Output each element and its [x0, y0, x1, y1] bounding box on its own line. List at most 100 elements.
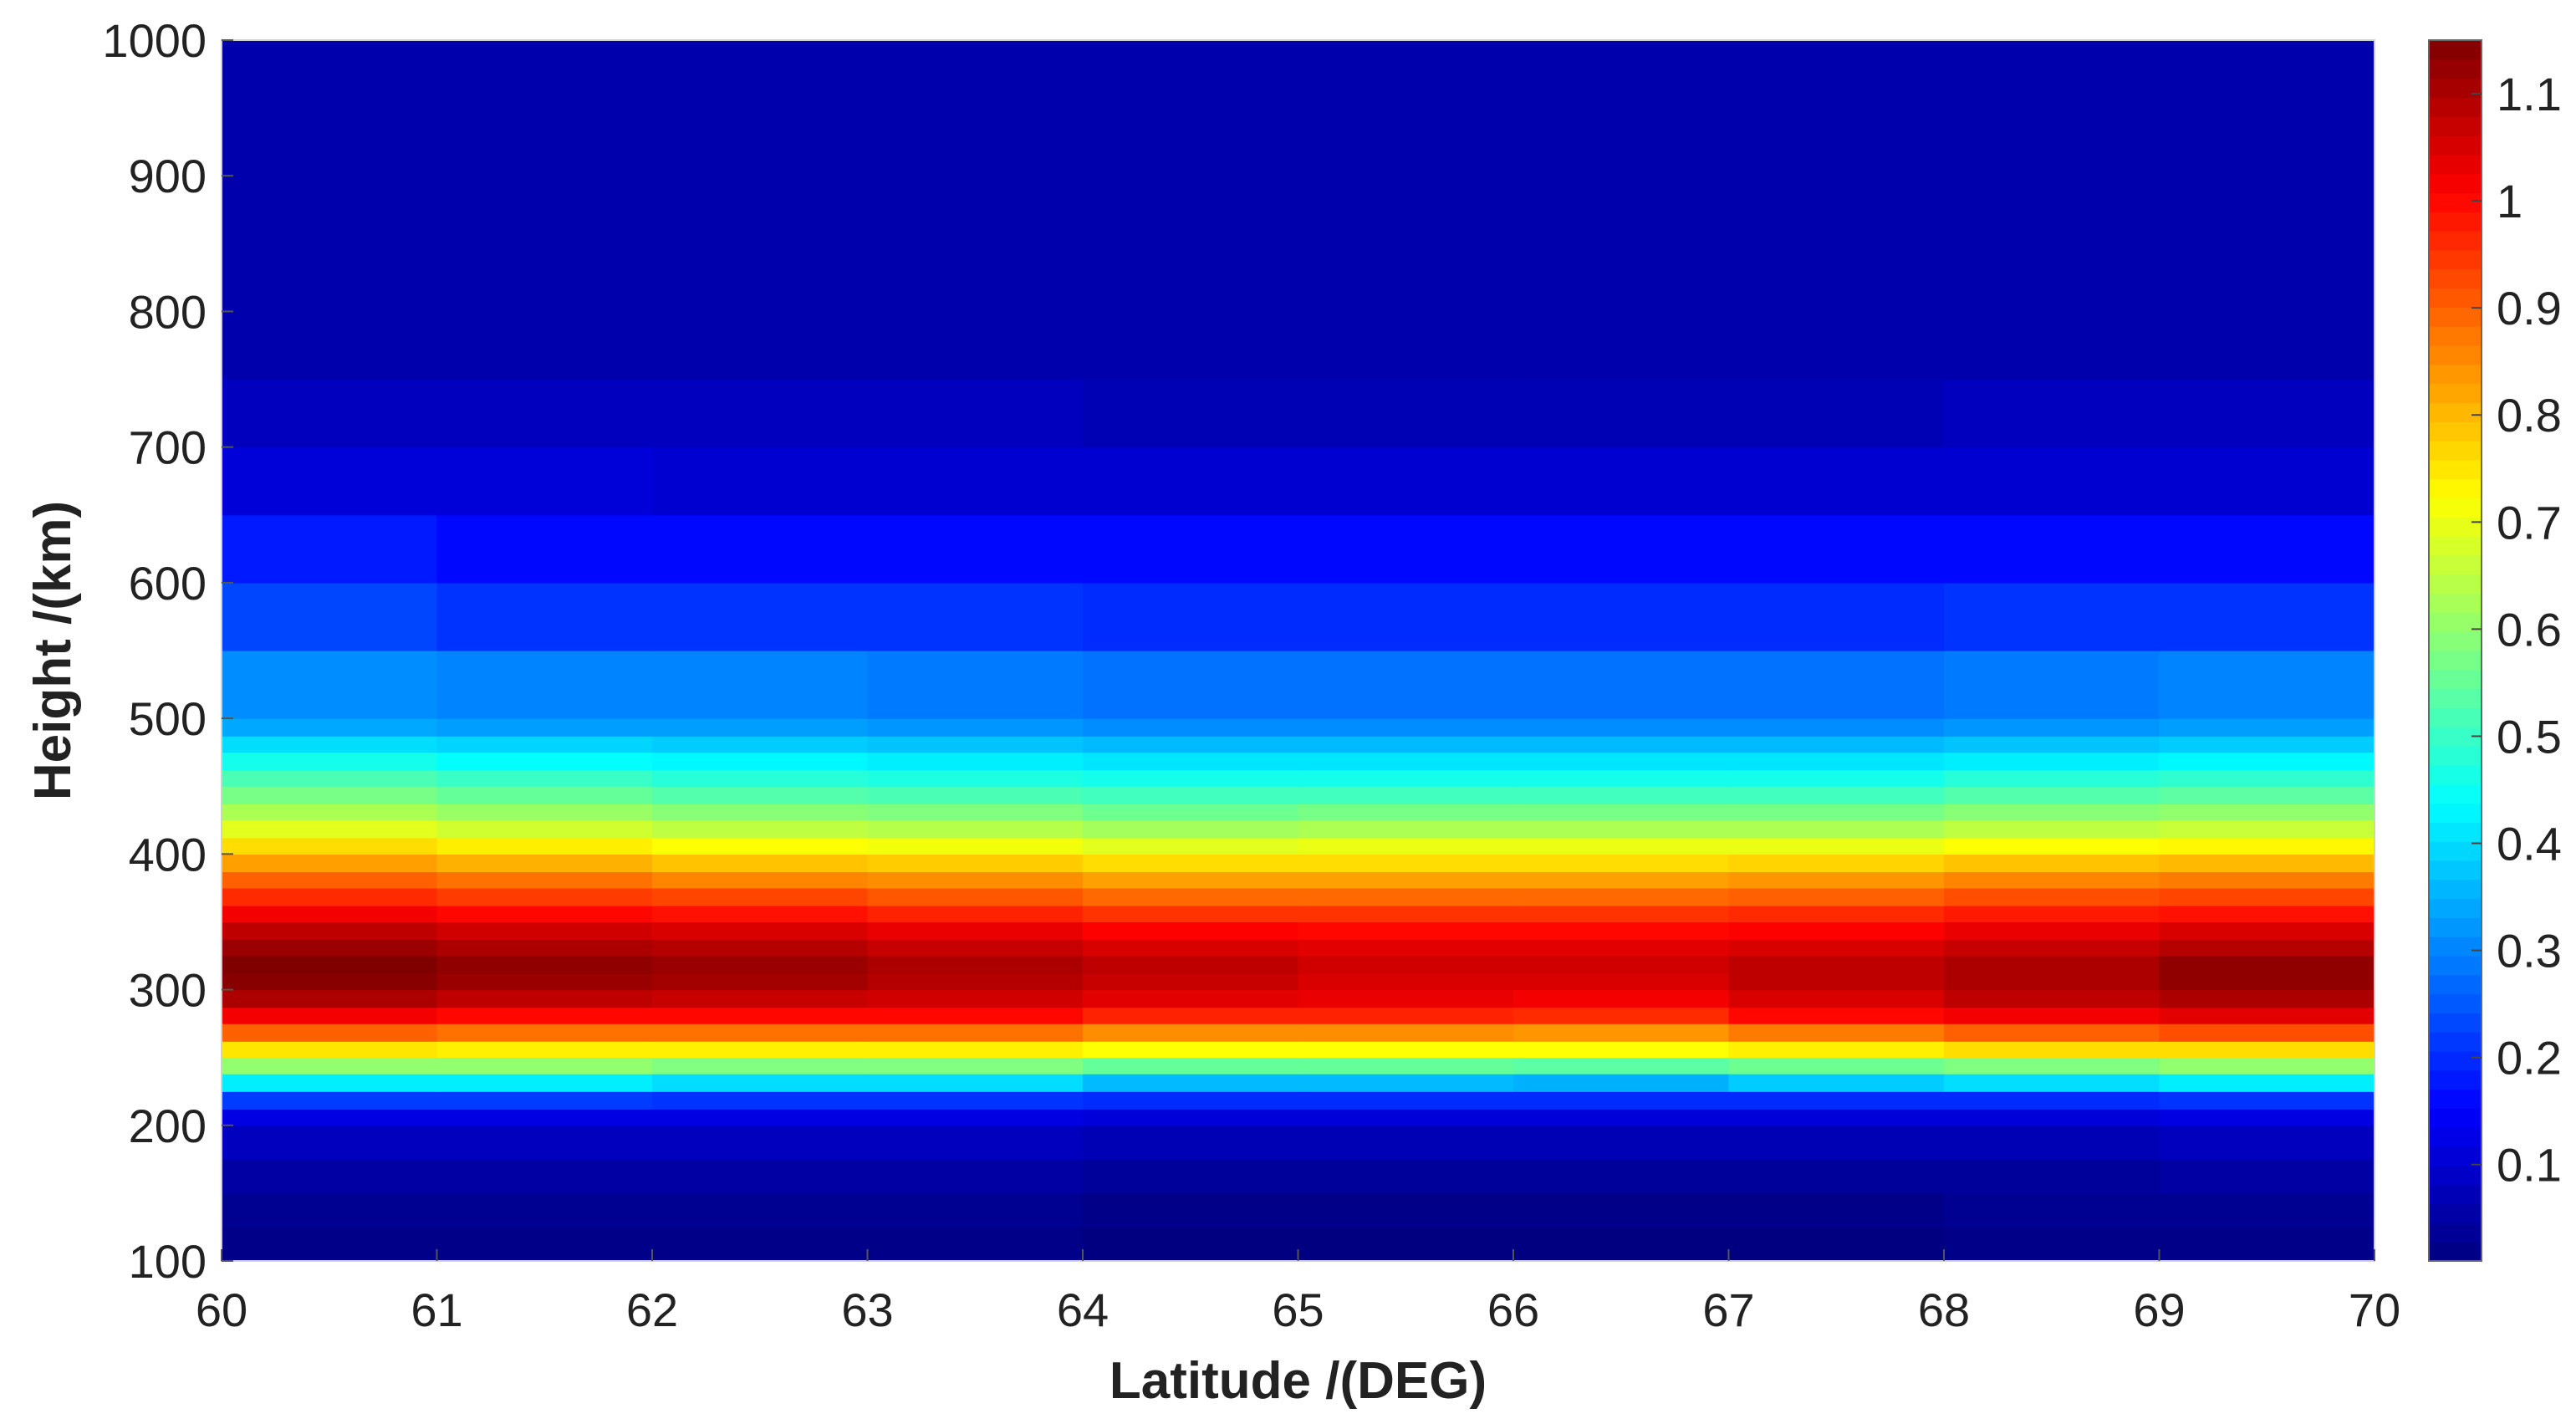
y-tick-label: 500 [129, 692, 207, 745]
heatmap-cell [1728, 989, 1945, 1008]
heatmap-cell [2159, 819, 2375, 839]
colorbar-swatch [2429, 783, 2482, 804]
heatmap-cell [1513, 1023, 1730, 1042]
colorbar-swatch [2429, 993, 2482, 1014]
colorbar-swatch [2429, 554, 2482, 575]
heatmap-cell [1298, 921, 1514, 941]
heatmap-cell [436, 718, 653, 737]
heatmap-cell [1513, 40, 1730, 380]
heatmap-cell [1298, 736, 1514, 753]
heatmap-cell [1298, 973, 1514, 991]
heatmap-cell [867, 514, 1084, 584]
heatmap-cell [867, 871, 1084, 889]
heatmap-cell [867, 956, 1084, 974]
heatmap-cell [1083, 514, 1299, 584]
heatmap-cell [436, 819, 653, 839]
heatmap-cell [867, 804, 1084, 821]
heatmap-cell [222, 819, 438, 839]
heatmap-cell [867, 837, 1084, 855]
colorbar-swatch [2429, 402, 2482, 422]
heatmap-cell [1298, 854, 1514, 873]
heatmap-cell [436, 956, 653, 974]
heatmap-cell [1513, 1057, 1730, 1074]
heatmap-cell [1944, 1159, 2160, 1194]
heatmap-cell [867, 736, 1084, 753]
heatmap-cell [867, 40, 1084, 380]
heatmap-cell [1513, 1192, 1730, 1228]
heatmap-cell [436, 1109, 653, 1126]
heatmap-cell [1083, 887, 1299, 906]
heatmap-cell [1083, 905, 1299, 923]
heatmap-cell [1083, 1109, 1299, 1126]
colorbar-swatch [2429, 1013, 2482, 1033]
heatmap-cell [222, 1227, 438, 1262]
heatmap-cell [436, 1159, 653, 1194]
heatmap-cell [867, 1007, 1084, 1024]
heatmap-cell [1298, 1125, 1514, 1160]
heatmap-cell [2159, 887, 2375, 906]
heatmap-cell [1298, 651, 1514, 719]
heatmap-cell [1298, 1159, 1514, 1194]
heatmap-cell [436, 1074, 653, 1092]
colorbar-swatch [2429, 956, 2482, 976]
heatmap-cell [1298, 819, 1514, 839]
heatmap-cell [1944, 989, 2160, 1008]
heatmap-cell [867, 1041, 1084, 1059]
heatmap-cell [222, 752, 438, 771]
heatmap-cell [436, 752, 653, 771]
colorbar-swatch [2429, 441, 2482, 461]
heatmap-cell [1944, 1041, 2160, 1059]
colorbar-swatch [2429, 1222, 2482, 1243]
heatmap-cell [1513, 989, 1730, 1008]
colorbar-swatch [2429, 1032, 2482, 1052]
y-tick-label: 1000 [102, 14, 207, 67]
heatmap-cell [222, 1109, 438, 1126]
heatmap-cell [2159, 582, 2375, 651]
heatmap-cell [222, 973, 438, 991]
heatmap-cell [436, 1125, 653, 1160]
heatmap-cell [1513, 939, 1730, 957]
heatmap-cell [1944, 582, 2160, 651]
heatmap-cell [867, 1057, 1084, 1074]
heatmap-cell [1513, 956, 1730, 974]
colorbar-swatch [2429, 478, 2482, 499]
colorbar-tick-label: 0.2 [2497, 1032, 2562, 1085]
colorbar-swatch [2429, 307, 2482, 327]
heatmap-cell [1298, 989, 1514, 1008]
heatmap-cell [1513, 769, 1730, 787]
heatmap-cell [1083, 1159, 1299, 1194]
colorbar-swatch [2429, 1203, 2482, 1223]
heatmap-cell [1083, 447, 1299, 516]
heatmap-cell [1083, 752, 1299, 771]
heatmap-cell [1728, 1159, 1945, 1194]
heatmap-cell [867, 1074, 1084, 1092]
colorbar-frame [2428, 39, 2482, 1262]
colorbar-swatch [2429, 116, 2482, 136]
heatmap-cell [436, 1057, 653, 1074]
colorbar-swatch [2429, 707, 2482, 727]
heatmap-cell [1298, 1074, 1514, 1092]
heatmap-cell [436, 837, 653, 855]
heatmap-cell [652, 804, 869, 821]
heatmap-cell [867, 1159, 1084, 1194]
colorbar-swatch [2429, 1051, 2482, 1071]
heatmap-cell [1728, 651, 1945, 719]
heatmap-cell [652, 1091, 869, 1110]
heatmap-cell [1513, 582, 1730, 651]
x-axis-ticks: 60 61 62 63 64 65 66 67 68 69 70 [196, 1249, 2400, 1336]
heatmap-cell [222, 1007, 438, 1024]
heatmap-cell [652, 989, 869, 1008]
colorbar-swatch [2429, 1089, 2482, 1110]
heatmap-cell [222, 871, 438, 889]
heatmap-cell [1944, 514, 2160, 584]
heatmap-cell [222, 1192, 438, 1228]
heatmap-cell [436, 447, 653, 516]
heatmap-cell [2159, 1007, 2375, 1024]
heatmap-cell [1728, 447, 1945, 516]
heatmap-cell [2159, 447, 2375, 516]
heatmap-cell [1083, 769, 1299, 787]
colorbar-swatch [2429, 764, 2482, 785]
heatmap-cell [1083, 1091, 1299, 1110]
heatmap-cell [2159, 769, 2375, 787]
colorbar-swatch [2429, 746, 2482, 766]
